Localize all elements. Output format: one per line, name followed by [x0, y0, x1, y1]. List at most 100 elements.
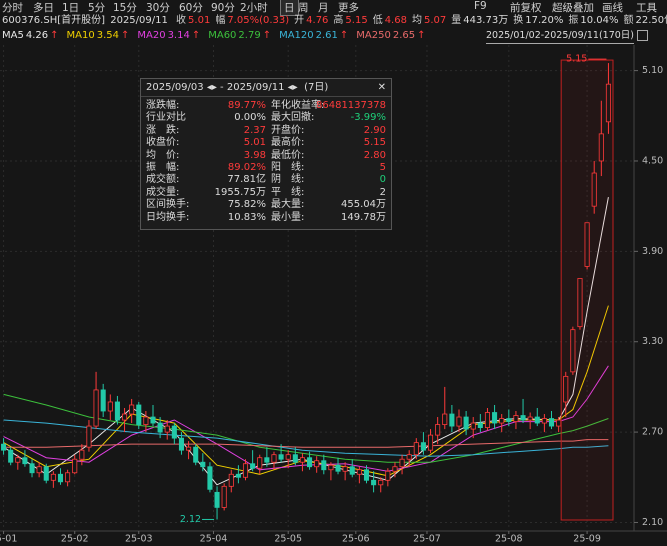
toolbar-tab[interactable]: 分时 — [2, 2, 23, 14]
stat-label: 最大量: — [271, 199, 305, 211]
toolbar-tab[interactable]: 更多 — [338, 2, 359, 14]
candle-body — [193, 446, 199, 463]
x-tick-label: 25-02 — [61, 534, 89, 545]
candle-body — [392, 466, 398, 472]
stats-row: 均 价: 3.98 最低价: 2.80 — [141, 150, 391, 162]
candle-body — [200, 461, 206, 468]
candle-body — [563, 375, 569, 403]
candle-body — [79, 449, 85, 460]
candle-body — [250, 463, 256, 469]
toolbar-tab[interactable]: 日 — [280, 0, 299, 16]
candle-body — [342, 466, 348, 472]
candle-body — [228, 473, 234, 487]
day-count: (7日) — [304, 82, 329, 93]
quote-value: 10.04% — [580, 15, 619, 26]
x-tick-label: 25-04 — [200, 534, 228, 545]
ma-arrow: ↑ — [339, 30, 349, 41]
quote-label: 振 — [568, 15, 579, 26]
toolbar-tab[interactable]: 90分 — [211, 2, 235, 14]
toolbar-button[interactable]: 工具 — [636, 2, 657, 14]
candle-body — [577, 278, 583, 328]
candle-body — [356, 469, 362, 475]
toolbar-tab[interactable]: 2小时 — [240, 2, 268, 14]
candle-body — [463, 416, 469, 430]
stat-value: 455.04万 — [341, 199, 386, 211]
stats-row: 成交量: 1955.75万平 线: 2 — [141, 187, 391, 199]
stock-code: 600376.SH[首开股份] — [2, 15, 106, 26]
stat-value: 75.82% — [227, 199, 266, 211]
toolbar-button[interactable]: F9 — [474, 0, 487, 12]
candle-body — [499, 418, 505, 424]
stat-value: 89.77% — [227, 100, 266, 111]
candle-body — [242, 463, 249, 478]
toolbar-tab[interactable]: 周 — [298, 2, 309, 14]
quote-label: 幅 — [215, 15, 226, 26]
x-tick-label: 25-01 — [0, 534, 17, 545]
candle-body — [399, 458, 405, 468]
quote-label: 量 — [451, 15, 462, 26]
candle-body — [8, 449, 14, 463]
candle-body — [520, 415, 526, 421]
quote-line: 600376.SH[首开股份] 2025/09/11 收 5.01 幅 7.05%(0… — [2, 14, 667, 28]
quote-date: 2025/09/11 — [110, 15, 168, 26]
toolbar-tab[interactable]: 多日 — [33, 2, 54, 14]
ma-value: 3.14 — [167, 30, 190, 41]
candle-body — [314, 460, 320, 468]
quote-value: 5.01 — [188, 15, 211, 26]
candle-body — [556, 419, 562, 427]
quote-label: 高 — [333, 15, 344, 26]
ma-value: 3.54 — [96, 30, 119, 41]
y-tick-label: 3.30 — [642, 336, 663, 347]
toolbar-tab[interactable]: 60分 — [179, 2, 203, 14]
candle-body — [157, 422, 163, 433]
ma-line — [3, 197, 609, 486]
y-tick-label: 3.90 — [642, 246, 663, 257]
stat-value: 149.78万 — [341, 211, 386, 223]
stat-label: 最低价: — [271, 149, 305, 161]
candle-body — [406, 454, 412, 460]
toolbar-tab[interactable]: 30分 — [146, 2, 170, 14]
stat-value: 89.02% — [227, 161, 266, 173]
high-marker-label: 5.15 — [566, 54, 587, 65]
stat-label: 日均换手: — [146, 211, 190, 223]
candle-body — [470, 422, 476, 430]
toolbar-button[interactable]: 前复权 — [510, 2, 542, 14]
toolbar-tab[interactable]: 5分 — [88, 2, 106, 14]
candle-body — [427, 434, 434, 451]
candle-body — [65, 472, 71, 483]
stats-row: 区间换手: 75.82% 最大量: 455.04万 — [141, 199, 391, 211]
close-button[interactable]: ✕ — [377, 82, 386, 93]
stat-value: 2.80 — [363, 149, 386, 161]
stat-label: 区间换手: — [146, 199, 190, 211]
range-selector[interactable]: 2025/01/02-2025/09/11(170日) — [486, 29, 634, 44]
candle-body — [43, 466, 49, 481]
toolbar-tab[interactable]: 月 — [318, 2, 329, 14]
stat-value: 0.00% — [234, 112, 266, 124]
y-tick-label: 2.10 — [642, 517, 663, 528]
stat-label: 开盘价: — [271, 124, 305, 136]
ma-arrow: ↑ — [262, 30, 272, 41]
stats-row: 行业对比 0.00% 最大回撤: -3.99% — [141, 112, 391, 124]
stats-row: 成交额: 77.81亿阴 线: 0 — [141, 174, 391, 186]
candle-body — [513, 415, 519, 422]
candle-body — [349, 466, 355, 475]
toolbar-tab[interactable]: 15分 — [113, 2, 137, 14]
ma-value: 2.65 — [392, 30, 416, 41]
toolbar-button[interactable]: 画线 — [602, 2, 623, 14]
stats-row: 振 幅: 89.02% 阳 线: 5 — [141, 162, 391, 174]
candle-body — [271, 454, 277, 463]
quote-label: 换 — [513, 15, 524, 26]
candle-body — [527, 416, 533, 421]
candle-body — [506, 418, 512, 422]
toolbar-button[interactable]: 超级叠加 — [552, 2, 594, 14]
quote-value: 4.76 — [306, 15, 329, 26]
range-icon[interactable] — [637, 30, 648, 41]
candle-body — [449, 413, 455, 427]
ma-name: MA5 — [2, 30, 24, 41]
ma-name: MA250 — [356, 30, 391, 41]
toolbar-tab[interactable]: 1日 — [62, 2, 80, 14]
candle-body — [321, 460, 327, 471]
candle-body — [57, 473, 64, 483]
ma-value: 2.79 — [238, 30, 261, 41]
